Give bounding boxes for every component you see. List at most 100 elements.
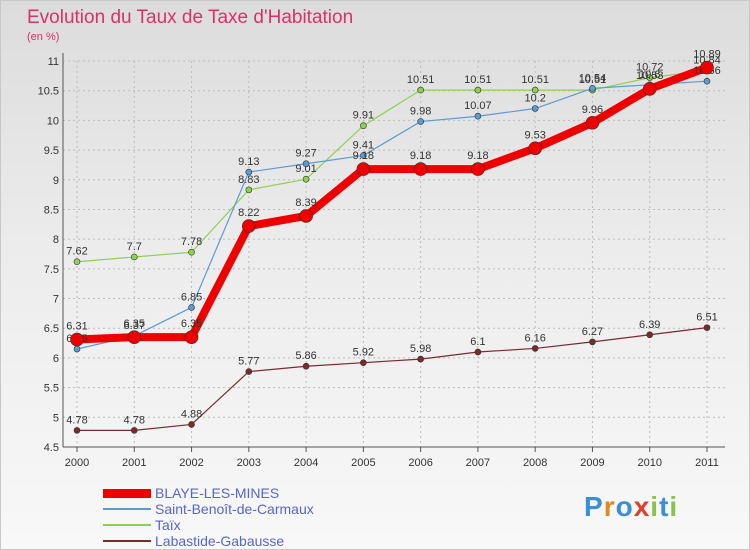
legend-swatch (103, 540, 151, 542)
data-point (245, 186, 253, 194)
x-tick-label: 2000 (65, 457, 89, 469)
data-label: 10.51 (521, 74, 549, 86)
y-tick-label: 6.5 (44, 323, 59, 335)
data-label: 5.86 (295, 350, 316, 362)
x-tick-label: 2006 (408, 457, 432, 469)
y-tick-label: 7.5 (44, 264, 59, 276)
data-point (73, 427, 81, 434)
data-label: 4.78 (124, 414, 145, 426)
y-tick-label: 8.5 (44, 204, 59, 216)
data-point (188, 304, 195, 311)
data-label: 6.85 (181, 291, 202, 303)
data-point (642, 82, 657, 96)
data-label: 5.98 (410, 343, 431, 355)
x-tick-label: 2010 (637, 457, 661, 469)
x-tick-label: 2008 (523, 457, 547, 469)
series-line-1 (76, 80, 708, 350)
data-point (356, 162, 371, 176)
data-label: 9.96 (582, 104, 603, 116)
data-label: 5.92 (353, 347, 374, 359)
data-label: 10.84 (693, 55, 721, 67)
y-tick-label: 4.5 (44, 442, 59, 454)
legend-swatch (103, 524, 151, 526)
y-tick-label: 7 (53, 294, 59, 306)
logo-letter: o (615, 491, 634, 522)
data-label: 5.77 (238, 356, 259, 368)
data-label: 9.98 (410, 106, 431, 118)
data-point (245, 168, 253, 176)
y-tick-label: 5 (53, 412, 59, 424)
y-tick-label: 10.5 (38, 86, 59, 98)
series-line-0 (73, 63, 711, 344)
data-label: 9.13 (238, 156, 259, 168)
data-point (417, 355, 424, 363)
legend-label: Saint-Benoît-de-Carmaux (155, 501, 314, 517)
data-label: 8.39 (295, 197, 316, 209)
data-label: 7.7 (127, 241, 142, 253)
y-tick-label: 6 (53, 353, 59, 365)
data-point (302, 362, 310, 370)
x-tick-label: 2007 (466, 457, 490, 469)
x-tick-label: 2003 (237, 457, 261, 469)
data-label: 10.51 (407, 74, 435, 86)
data-point (417, 86, 424, 94)
data-point (70, 332, 84, 347)
data-point (73, 345, 81, 353)
data-label: 7.62 (66, 246, 87, 258)
data-point (589, 85, 596, 92)
x-tick-label: 2004 (294, 457, 318, 469)
x-tick-label: 2009 (580, 457, 604, 469)
data-label: 9.27 (295, 148, 316, 160)
data-label: 8.22 (238, 207, 259, 219)
data-label: 8.83 (238, 174, 259, 186)
data-label: 10.51 (579, 74, 607, 86)
data-point (188, 248, 195, 256)
data-point (531, 345, 539, 352)
data-point (474, 348, 482, 356)
data-point (413, 162, 428, 176)
y-tick-label: 11 (48, 56, 59, 68)
data-point (703, 324, 711, 331)
data-point (360, 152, 367, 159)
data-point (585, 115, 600, 130)
logo-letter: r (603, 491, 616, 522)
data-label: 6.16 (524, 332, 545, 344)
data-label: 10.72 (636, 62, 664, 74)
data-label: 9.41 (353, 139, 374, 151)
plot-area (61, 61, 725, 447)
logo-letter: i (669, 491, 679, 522)
legend-label: BLAYE-LES-MINES (155, 485, 280, 501)
legend-swatch (103, 488, 151, 498)
data-point (646, 74, 654, 81)
y-tick-label: 9 (53, 175, 59, 187)
data-point (531, 105, 539, 112)
chart-title: Evolution du Taux de Taxe d'Habitation (27, 7, 354, 28)
data-point (474, 112, 482, 120)
data-label: 4.88 (181, 408, 202, 420)
data-point (188, 421, 195, 428)
y-tick-label: 8 (53, 234, 59, 246)
data-label: 4.78 (66, 414, 87, 426)
legend-label: Taïx (155, 517, 181, 533)
x-tick-label: 2005 (351, 457, 375, 469)
y-tick-label: 5.5 (44, 383, 59, 395)
data-label: 6.35 (124, 318, 145, 330)
data-point (589, 338, 596, 346)
data-point (299, 209, 313, 223)
data-label: 9.91 (353, 110, 374, 122)
x-tick-label: 2002 (179, 457, 203, 469)
data-point (73, 258, 81, 266)
data-label: 6.35 (181, 318, 202, 330)
y-tick-label: 10 (47, 115, 59, 127)
data-label: 9.53 (524, 129, 545, 141)
logo-letter: P (584, 491, 604, 522)
data-label: 7.78 (181, 236, 202, 248)
data-label: 6.51 (696, 312, 717, 324)
data-label: 10.6 (639, 69, 660, 81)
legend-swatch (103, 508, 151, 510)
data-point (245, 368, 253, 375)
data-point (646, 331, 654, 339)
data-label: 9.01 (295, 163, 316, 175)
